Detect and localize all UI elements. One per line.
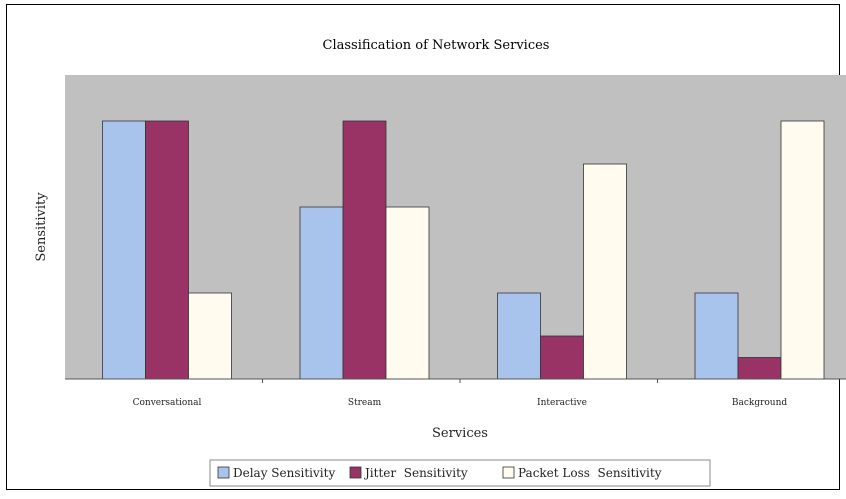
bar-chart: Classification of Network Services Conve… <box>34 38 846 487</box>
chart-title: Classification of Network Services <box>323 38 550 53</box>
legend: Delay Sensitivity Jitter Sensitivity Packe… <box>217 466 662 480</box>
bar-stream-3 <box>385 206 430 380</box>
chart-frame: Classification of Network Services Conve… <box>6 4 846 490</box>
x-tick-labels: Conversational Stream Interactive Backgroun… <box>133 379 788 408</box>
legend-swatch-1 <box>217 466 230 479</box>
legend-label-2: Jitter Sensitivity <box>363 466 468 480</box>
x-tick-stream: Stream <box>348 398 382 408</box>
bar-background-2 <box>737 357 782 380</box>
x-tick-conversational: Conversational <box>133 398 202 408</box>
legend-box <box>209 459 711 487</box>
bar-background-3 <box>780 120 825 380</box>
legend-label-3: Packet Loss Sensitivity <box>518 466 662 480</box>
bar-conversational-1 <box>102 120 146 380</box>
bar-stream-1 <box>299 206 344 380</box>
bar-interactive-1 <box>497 292 541 380</box>
bar-interactive-2 <box>540 335 584 380</box>
x-axis-label: Services <box>432 426 488 441</box>
bar-conversational-3 <box>188 292 232 380</box>
bar-conversational-2 <box>145 120 189 380</box>
bar-background-1 <box>694 292 739 380</box>
legend-swatch-2 <box>349 466 362 479</box>
legend-label-1: Delay Sensitivity <box>233 466 335 480</box>
bar-stream-2 <box>342 120 387 380</box>
bar-interactive-3 <box>583 163 627 380</box>
legend-swatch-3 <box>502 466 515 479</box>
x-tick-interactive: Interactive <box>537 398 587 408</box>
bars-group <box>102 120 825 380</box>
y-axis-label: Sensitivity <box>34 192 49 262</box>
x-tick-background: Background <box>732 398 788 408</box>
